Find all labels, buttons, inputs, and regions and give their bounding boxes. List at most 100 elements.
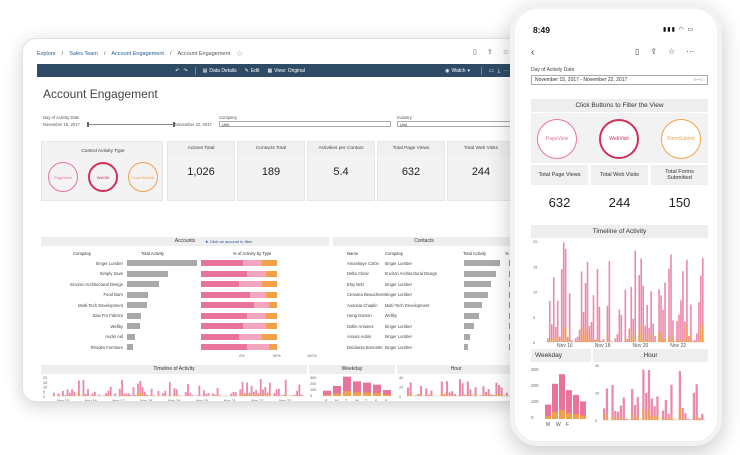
phone-kpi-value: 632	[548, 195, 571, 210]
phone-hour-bar	[698, 417, 701, 420]
more-icon[interactable]: ⋯	[504, 67, 509, 74]
contact-row[interactable]: Amankaye Colón Singer Lumber	[333, 259, 515, 267]
account-row[interactable]: Saw Fro Fabrics	[41, 312, 329, 320]
comment-icon[interactable]: ▭	[489, 67, 494, 74]
device-icon[interactable]: ▯	[635, 47, 640, 56]
weekday-bar-orange	[343, 391, 351, 396]
phone-webvisit-button[interactable]: WebVisit	[599, 119, 639, 159]
date-slider-end-handle[interactable]	[173, 122, 175, 127]
phone-timeline-bar	[620, 314, 623, 342]
star-icon[interactable]: ☆	[502, 49, 509, 56]
date-slider-start-handle[interactable]	[87, 122, 89, 127]
contact-row[interactable]: Deidamia Bonnette Singer Lumber	[333, 343, 515, 351]
timeline-bar-orange	[248, 395, 251, 396]
account-row[interactable]: Food Barn	[41, 291, 329, 299]
account-total-bar	[127, 281, 159, 287]
kpi-value: 189	[261, 166, 281, 178]
contact-company: Singer Lumber	[384, 292, 413, 297]
star-icon[interactable]: ☆	[668, 47, 676, 56]
timeline-bar-orange	[73, 395, 76, 396]
account-row[interactable]: Singer Lumber	[41, 259, 329, 267]
timeline-bar-orange	[118, 394, 121, 396]
pageview-button[interactable]: PageView	[48, 162, 78, 192]
share-icon[interactable]: ⇪	[486, 49, 493, 56]
contact-total-bar	[463, 344, 469, 350]
hour-bar-orange	[409, 394, 412, 396]
breadcrumb-engagement[interactable]: Account Engagement	[111, 50, 164, 57]
timeline-bar	[198, 385, 201, 396]
phone-timeline-bar	[654, 335, 656, 342]
account-row[interactable]: Environ Architectural Design	[41, 280, 329, 288]
phone-hour-bar	[695, 384, 698, 420]
contact-row[interactable]: Eloy Britt Singer Lumber	[333, 280, 515, 288]
account-total-bar-area	[127, 260, 197, 266]
more-icon[interactable]: ⋯	[686, 47, 695, 56]
timeline-bar-orange	[259, 393, 262, 396]
account-row[interactable]: Audio Aid	[41, 333, 329, 341]
phone-timeline-bar-orange	[670, 341, 672, 342]
redo-icon[interactable]: ↷	[183, 67, 188, 74]
undo-icon[interactable]: ↶	[175, 67, 180, 74]
phone-formsubmit-button[interactable]: FormSubmit	[661, 119, 701, 159]
phone-timeline-bar	[628, 328, 631, 342]
phone-weekday-bar-orange	[573, 414, 579, 419]
breadcrumb-explore[interactable]: Explore	[37, 50, 56, 57]
timeline-bar	[207, 392, 210, 396]
contact-row[interactable]: Cesarea Beauchesne Singer Lumber	[333, 291, 515, 299]
data-details-button[interactable]: ▤ Data Details	[202, 67, 237, 74]
timeline-bar-orange	[232, 395, 235, 396]
timeline-bar	[173, 388, 176, 396]
timeline-bar	[157, 391, 160, 396]
phone-timeline-bar	[632, 318, 635, 342]
download-icon[interactable]: ⤓	[497, 67, 500, 74]
data-details-icon: ▤	[202, 67, 208, 74]
phone-hour-chart: 40 20 0	[595, 364, 706, 423]
industry-select[interactable]: (All)	[397, 121, 515, 127]
view-original-button[interactable]: ▦ View: Original	[267, 67, 305, 74]
contact-row[interactable]: Anaxis Aubin Singer Lumber	[333, 333, 515, 341]
phone-hour-bar-orange	[622, 419, 625, 420]
contact-name: Amankaye Colón	[347, 260, 379, 266]
phone-timeline-ytick: 15	[533, 265, 537, 269]
contact-row[interactable]: Delta Chew Environ Architectural Design	[333, 270, 515, 278]
formsubmit-button[interactable]: FormSubmit	[128, 162, 158, 192]
back-icon[interactable]: ‹	[531, 47, 535, 58]
date-slider-track[interactable]	[87, 124, 175, 125]
phone-timeline-bar-orange	[628, 340, 631, 342]
phone-timeline-bar	[594, 339, 597, 342]
hour-bar-orange	[495, 394, 498, 396]
phone-pageview-button[interactable]: PageView	[537, 119, 577, 159]
phone-weekday-header: Weekday	[531, 349, 591, 362]
hour-bar-orange	[474, 394, 477, 396]
contact-row[interactable]: Ausonia Chaplin Multi-Tech Development	[333, 301, 515, 309]
favorite-star-icon[interactable]: ☆	[236, 49, 244, 58]
breadcrumb-team[interactable]: Sales Team	[69, 50, 98, 57]
phone-timeline-bar	[674, 341, 676, 342]
timeline-bar	[93, 391, 96, 396]
timeline-bar	[234, 392, 237, 396]
tablet-frame: Explore / Sales Team / Account Engagement /…	[22, 38, 522, 402]
company-select[interactable]: (All)	[219, 121, 391, 127]
account-row[interactable]: Multi-Tech Development	[41, 301, 329, 309]
phone-timeline-bar	[584, 282, 587, 342]
phone-timeline-bar	[664, 282, 666, 342]
edit-button[interactable]: ✎ Edit	[244, 67, 260, 74]
account-row[interactable]: Rhodes Furniture	[41, 343, 329, 351]
contact-total-bar	[463, 260, 500, 266]
share-icon[interactable]: ⇪	[650, 47, 658, 56]
contact-row[interactable]: Hung Damon Wellby	[333, 312, 515, 320]
account-row[interactable]: Simply Save	[41, 270, 329, 278]
websit-button[interactable]: WebSit	[88, 162, 118, 192]
account-pct-segment	[265, 270, 277, 277]
timeline-bar	[103, 395, 105, 396]
phone-hour-bar-orange	[611, 417, 614, 420]
hour-bar	[430, 390, 433, 396]
contact-row[interactable]: Dollie Antunez Singer Lumber	[333, 322, 515, 330]
weekday-bar	[363, 382, 371, 396]
phone-date-field[interactable]: November 15, 2017 - November 22, 2017 ○─○	[531, 75, 708, 85]
phone-date-label: Day of Activity Date	[531, 67, 575, 73]
watch-button[interactable]: ◉ Watch ▾	[445, 67, 471, 74]
account-row[interactable]: Wellby	[41, 322, 329, 330]
device-icon[interactable]: ▯	[472, 49, 477, 56]
phone-timeline-bar	[668, 268, 670, 342]
